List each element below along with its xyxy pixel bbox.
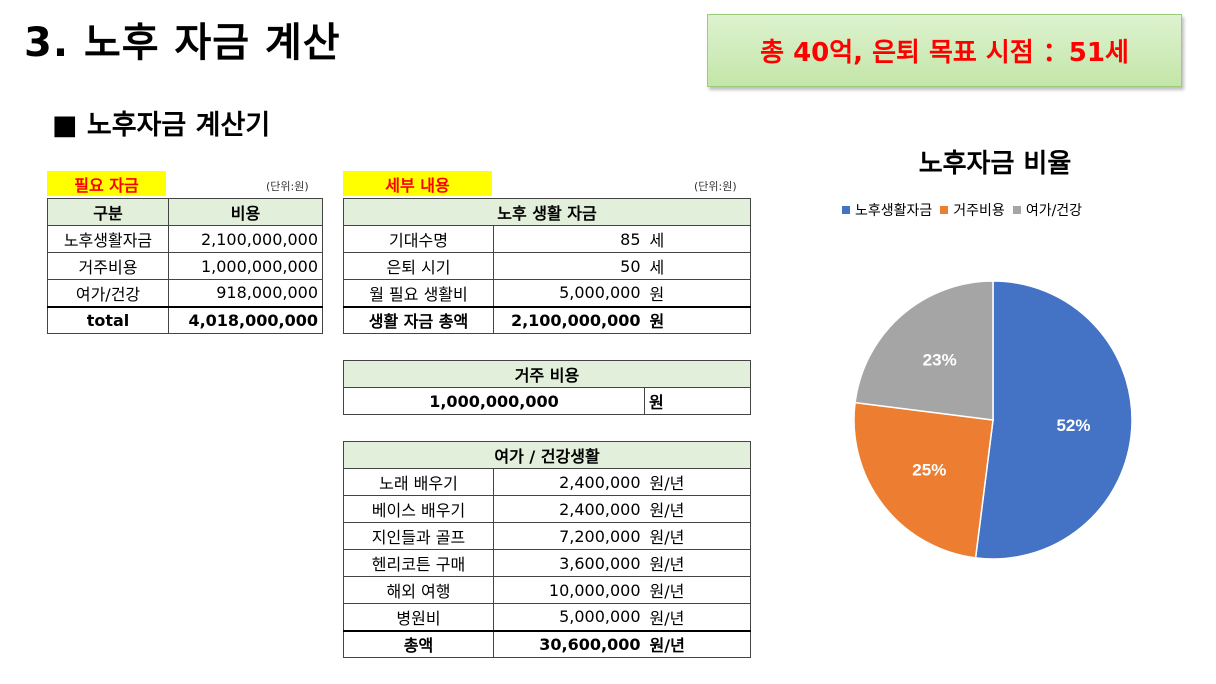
row-value: 50: [493, 252, 645, 280]
legend-item: 여가/건강: [1012, 200, 1083, 220]
row-value: 2,100,000,000: [168, 225, 323, 253]
row-label: 기대수명: [343, 225, 494, 253]
total-label: 생활 자금 총액: [343, 305, 494, 334]
table-header-row: 여가 / 건강생활: [342, 441, 752, 469]
row-value: 1,000,000,000: [168, 252, 323, 280]
required-funds-table: 구분 비용 노후생활자금 2,100,000,000 거주비용 1,000,00…: [47, 198, 323, 334]
legend-label: 노후생활자금: [855, 203, 933, 219]
housing-cost-table: 거주 비용 1,000,000,000 원: [343, 360, 751, 415]
row-unit: 원/년: [644, 468, 752, 496]
row-unit: 세: [644, 225, 751, 253]
table-row: 거주비용 1,000,000,000: [47, 252, 323, 280]
total-label: 총액: [343, 629, 494, 658]
section-title: ■ 노후자금 계산기: [52, 110, 271, 141]
table-row: 해외 여행 10,000,000 원/년: [343, 576, 752, 604]
legend-swatch: [842, 206, 850, 214]
table-row: 헨리코튼 구매 3,600,000 원/년: [343, 549, 752, 577]
row-unit: 세: [644, 252, 751, 280]
row-label: 해외 여행: [343, 576, 494, 604]
row-label: 노후생활자금: [47, 225, 169, 253]
housing-header: 거주 비용: [343, 360, 751, 388]
total-unit: 원/년: [644, 629, 752, 658]
row-label: 거주비용: [47, 252, 169, 280]
row-label: 노래 배우기: [343, 468, 494, 496]
row-value: 7,200,000: [493, 522, 645, 550]
housing-unit: 원: [644, 387, 751, 415]
row-value: 2,400,000: [493, 468, 645, 496]
chart-title: 노후자금 비율: [918, 149, 1072, 179]
legend-swatch: [1012, 206, 1021, 214]
table-row: 노래 배우기 2,400,000 원/년: [343, 468, 752, 496]
pie-data-label: 25%: [912, 460, 946, 479]
row-unit: 원/년: [644, 522, 752, 550]
row-value: 5,000,000: [493, 603, 645, 631]
header-category: 구분: [47, 198, 169, 226]
legend-item: 노후생활자금: [842, 200, 932, 220]
row-value: 918,000,000: [168, 279, 323, 307]
page-title: 3. 노후 자금 계산: [24, 20, 341, 66]
total-row: 생활 자금 총액 2,100,000,000 원: [343, 305, 751, 334]
table-row: 월 필요 생활비 5,000,000 원: [343, 279, 751, 307]
row-label: 여가/건강: [47, 279, 169, 307]
chart-legend: 노후생활자금 거주비용 여가/건강: [842, 200, 1162, 220]
required-funds-tag: 필요 자금: [47, 171, 166, 196]
row-unit: 원/년: [644, 576, 752, 604]
table-header-row: 거주 비용: [343, 360, 751, 388]
row-label: 베이스 배우기: [343, 495, 494, 523]
table-row: 지인들과 골프 7,200,000 원/년: [343, 522, 752, 550]
row-unit: 원/년: [644, 495, 752, 523]
row-label: 헨리코튼 구매: [343, 549, 494, 577]
total-row: total 4,018,000,000: [47, 305, 323, 334]
legend-label: 거주비용: [953, 203, 1005, 219]
row-value: 5,000,000: [493, 279, 645, 307]
required-unit-label: (단위:원): [266, 180, 309, 193]
leisure-header: 여가 / 건강생활: [342, 441, 752, 469]
legend-swatch: [940, 206, 949, 214]
goal-banner: 총 40억, 은퇴 목표 시점 ：51세: [707, 14, 1182, 87]
detail-unit-label: (단위:원): [694, 180, 737, 193]
table-row: 베이스 배우기 2,400,000 원/년: [343, 495, 752, 523]
row-value: 10,000,000: [493, 576, 645, 604]
row-label: 병원비: [343, 603, 494, 631]
living-header: 노후 생활 자금: [343, 198, 751, 226]
row-unit: 원: [644, 279, 751, 307]
row-value: 3,600,000: [493, 549, 645, 577]
pie-data-label: 23%: [923, 351, 957, 370]
row-label: 은퇴 시기: [343, 252, 494, 280]
row-value: 2,400,000: [493, 495, 645, 523]
table-row: 은퇴 시기 50 세: [343, 252, 751, 280]
legend-label: 여가/건강: [1025, 203, 1083, 219]
leisure-health-table: 여가 / 건강생활 노래 배우기 2,400,000 원/년 베이스 배우기 2…: [342, 441, 752, 658]
total-row: 총액 30,600,000 원/년: [343, 629, 752, 658]
row-label: 월 필요 생활비: [343, 279, 494, 307]
table-row: 병원비 5,000,000 원/년: [343, 603, 752, 631]
row-unit: 원/년: [644, 549, 752, 577]
total-value: 30,600,000: [493, 629, 645, 658]
table-row: 여가/건강 918,000,000: [47, 279, 323, 307]
header-cost: 비용: [168, 198, 323, 226]
pie-chart: 52% 25% 23%: [853, 280, 1133, 560]
pie-slice: [974, 280, 1133, 560]
table-row: 기대수명 85 세: [343, 225, 751, 253]
pie-slice: [854, 280, 994, 421]
detail-tag: 세부 내용: [343, 171, 492, 196]
total-value: 4,018,000,000: [168, 305, 323, 334]
total-unit: 원: [644, 305, 751, 334]
table-header-row: 구분 비용: [47, 198, 323, 226]
table-row: 노후생활자금 2,100,000,000: [47, 225, 323, 253]
row-value: 85: [493, 225, 645, 253]
living-funds-table: 노후 생활 자금 기대수명 85 세 은퇴 시기 50 세 월 필요 생활비 5…: [343, 198, 751, 334]
table-row: 1,000,000,000 원: [343, 387, 751, 415]
row-unit: 원/년: [644, 603, 752, 631]
table-header-row: 노후 생활 자금: [343, 198, 751, 226]
housing-value: 1,000,000,000: [343, 387, 645, 415]
row-label: 지인들과 골프: [343, 522, 494, 550]
pie-data-label: 52%: [1056, 416, 1090, 435]
total-value: 2,100,000,000: [493, 305, 645, 334]
pie-slice: [853, 401, 994, 559]
legend-item: 거주비용: [940, 200, 1005, 220]
total-label: total: [47, 305, 169, 334]
